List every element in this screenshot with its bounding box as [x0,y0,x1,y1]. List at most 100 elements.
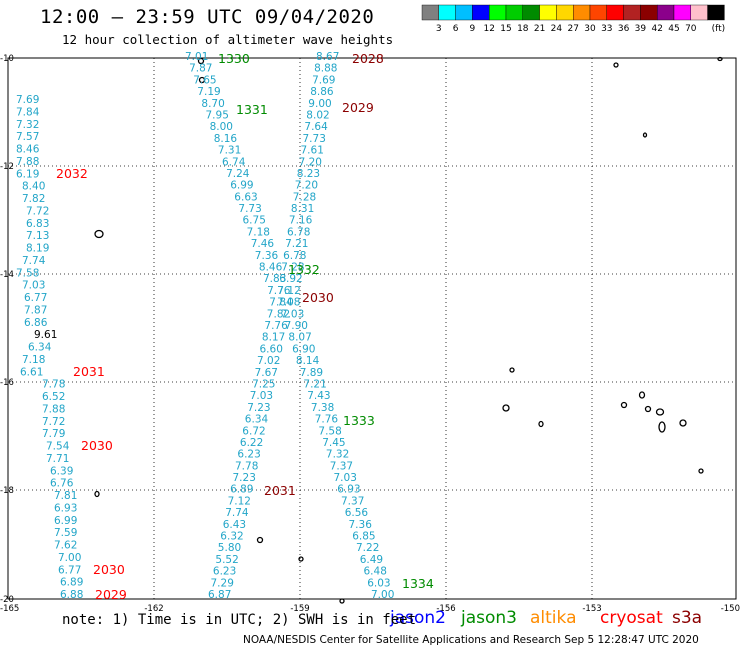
longitude-tick: -156 [436,604,455,614]
colorbar-swatch [438,4,456,21]
swh-value: 6.56 [345,507,369,519]
swh-value: 6.76 [50,478,74,490]
swh-value: 8.67 [316,51,339,63]
swh-value: 7.00 [58,552,81,564]
swh-value: 7.00 [371,589,394,601]
island-outline [198,76,206,84]
revolution-label: 2031 [73,364,105,379]
swh-value: 7.84 [269,297,293,309]
colorbar-swatch [707,4,725,21]
colorbar-label: 39 [635,24,647,34]
colorbar-label: 33 [601,24,612,34]
revolution-labels: 1330 1331 1332 1333 1334 2028 2029 2030 2031 2032… [56,51,434,602]
swh-value: 7.64 [304,121,328,133]
swh-value: 7.62 [54,540,77,552]
swh-value: 7.76 [264,320,288,332]
swh-value: 7.88 [16,156,39,168]
revolution-label: 2031 [264,483,296,498]
swh-value: 7.78 [235,460,258,472]
swh-value: 7.76 [315,414,339,426]
colorbar-swatch [556,4,574,21]
island-outline [94,229,104,239]
swh-value: 8.19 [26,243,49,255]
island-outline [509,367,515,373]
colorbar-label: 3 [436,24,442,34]
colorbar-label: 15 [500,24,511,34]
swh-value: 7.45 [322,437,345,449]
swh-value: 7.76 [267,285,291,297]
revolution-label: 1330 [218,51,250,66]
colorbar-swatch [489,4,507,21]
colorbar-swatch [522,4,540,21]
swh-value: 7.16 [289,215,313,227]
swh-value: 6.61 [20,366,43,378]
swh-value: 8.14 [296,355,320,367]
swh-value: 7.90 [285,320,308,332]
latitude-tick: -18 [0,486,14,496]
swh-value: 7.23 [247,402,270,414]
colorbar-swatch [606,4,624,21]
swh-value: 6.74 [222,156,246,168]
colorbar-swatch [589,4,607,21]
revolution-label: 1334 [402,576,434,591]
colorbar-swatch [539,4,557,21]
swh-value: 7.02 [257,355,280,367]
swh-value: 7.54 [46,441,70,453]
swh-value: 6.75 [243,215,266,227]
swh-value: 7.74 [22,255,46,267]
swh-value: 6.78 [287,226,310,238]
swh-value: 8.16 [214,133,238,145]
swh-value: 6.86 [24,317,48,329]
latitude-tick: -16 [0,378,14,388]
swh-value: 7.38 [311,402,334,414]
track-track-c: 8.678.887.698.869.008.027.647.737.617.20… [277,51,394,601]
swh-value: 6.87 [208,589,231,601]
colorbar-label: 12 [483,24,494,34]
swh-value: 7.03 [250,390,273,402]
swh-value: 6.19 [16,168,39,180]
swh-value: 7.28 [281,262,304,274]
swh-value: 8.17 [262,332,285,344]
swh-value: 6.92 [279,273,302,285]
swh-value: 7.03 [22,280,45,292]
revolution-label: 1331 [236,102,268,117]
island-outline [613,62,619,68]
swh-value: 7.19 [197,86,220,98]
swh-value: 7.87 [24,304,47,316]
swh-value: 9.00 [308,98,331,110]
map-border [7,57,737,600]
swh-value: 6.99 [230,180,253,192]
island-outline [717,56,723,62]
swh-value: 7.21 [285,238,308,250]
swh-value: 7.67 [255,367,278,379]
revolution-label: 2028 [352,51,384,66]
island-outline [644,405,652,413]
swh-value: 8.02 [306,110,329,122]
colorbar-label: 70 [685,24,697,34]
swh-value: 6.77 [58,564,81,576]
swh-value: 6.52 [42,391,65,403]
swh-value: 7.08 [277,297,300,309]
swh-value: 7.23 [233,472,256,484]
longitude-tick: -162 [144,604,163,614]
swh-value: 6.23 [237,449,260,461]
colorbar-label: 36 [618,24,630,34]
swh-value: 8.86 [310,86,334,98]
swh-value: 7.31 [218,145,241,157]
revolution-label: 2030 [302,290,334,305]
swh-value: 7.95 [206,110,229,122]
swh-value: 6.43 [223,519,246,531]
swh-value: 6.32 [220,531,243,543]
swh-value: 6.48 [364,566,387,578]
swh-value: 7.22 [356,542,379,554]
swh-value: 7.82 [22,193,45,205]
swh-value: 6.88 [60,589,83,601]
swh-value: 7.65 [193,74,216,86]
colorbar-unit: (ft) [712,24,726,34]
swh-value: 6.49 [360,554,383,566]
swh-value: 7.46 [251,238,275,250]
swh-value: 7.73 [303,133,326,145]
colorbar-swatch [573,4,591,21]
island-outline [698,468,704,474]
